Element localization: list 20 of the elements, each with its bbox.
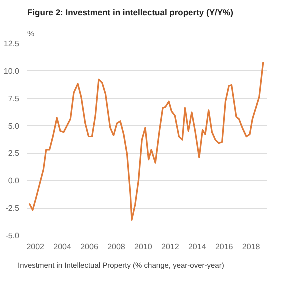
x-tick-label: 2012 bbox=[162, 242, 180, 252]
y-tick-label: 2.5 bbox=[8, 149, 20, 158]
y-tick-label: 12.5 bbox=[4, 40, 20, 48]
y-tick-label: 5.0 bbox=[8, 122, 20, 131]
y-tick-label: 0.0 bbox=[8, 176, 20, 186]
y-tick-label: -2.5 bbox=[6, 204, 20, 214]
x-tick-label: 2018 bbox=[242, 242, 261, 252]
y-tick-label: 10.0 bbox=[4, 66, 20, 76]
x-tick-label: 2016 bbox=[215, 242, 234, 252]
x-tick-label: 2010 bbox=[134, 242, 153, 252]
chart-title: Figure 2: Investment in intellectual property (Y/Y%) bbox=[28, 8, 234, 18]
line-series bbox=[28, 61, 264, 221]
y-tick-label: 7.5 bbox=[8, 94, 20, 104]
x-tick-label: 2004 bbox=[54, 242, 72, 252]
x-tick-label: 2002 bbox=[26, 242, 46, 252]
x-tick-label: 2014 bbox=[188, 242, 207, 252]
x-tick-label: 2006 bbox=[80, 242, 99, 252]
y-axis-title: % bbox=[28, 30, 35, 38]
x-tick-label: 2008 bbox=[108, 242, 126, 252]
y-tick-label: -5.0 bbox=[6, 232, 20, 240]
